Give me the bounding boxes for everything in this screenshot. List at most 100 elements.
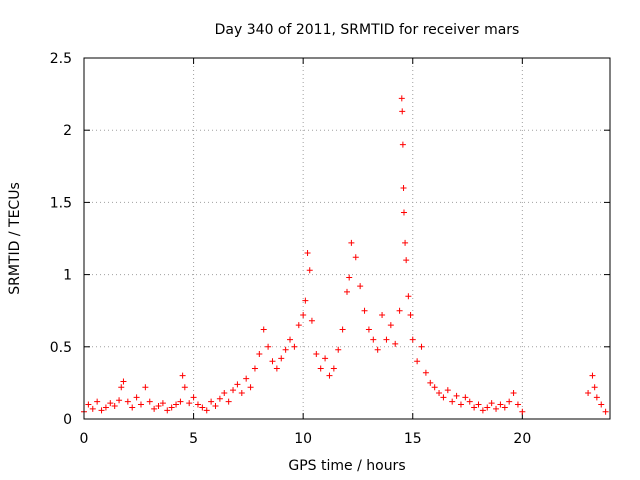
- data-point: [179, 372, 186, 379]
- chart-title: Day 340 of 2011, SRMTID for receiver mar…: [215, 22, 520, 38]
- data-point: [304, 249, 311, 256]
- data-point: [216, 395, 223, 402]
- data-point: [352, 254, 359, 261]
- data-point: [479, 407, 486, 414]
- data-point: [208, 398, 215, 405]
- grid-lines: [84, 58, 610, 419]
- data-point: [348, 239, 355, 246]
- data-point: [133, 394, 140, 401]
- data-point: [269, 358, 276, 365]
- data-point: [409, 336, 416, 343]
- data-point: [306, 267, 313, 274]
- data-point: [414, 358, 421, 365]
- data-point: [440, 394, 447, 401]
- data-point: [427, 379, 434, 386]
- x-tick-label: 15: [404, 431, 422, 447]
- data-point: [118, 384, 125, 391]
- y-axis-label: SRMTID / TECUs: [7, 182, 23, 295]
- data-point: [199, 404, 206, 411]
- data-point: [203, 407, 210, 414]
- data-point: [330, 365, 337, 372]
- data-point: [308, 317, 315, 324]
- data-point: [598, 401, 605, 408]
- data-point: [247, 384, 254, 391]
- data-point: [102, 404, 109, 411]
- data-point: [399, 108, 406, 115]
- data-point: [593, 394, 600, 401]
- data-point: [379, 312, 386, 319]
- data-point: [322, 355, 329, 362]
- data-point: [287, 336, 294, 343]
- x-tick-label: 10: [294, 431, 312, 447]
- data-points: [81, 95, 609, 415]
- axis-ticks: 0 5 10 15 20 0 0.5 1 1.5 2 2.5: [50, 51, 610, 447]
- data-point: [291, 343, 298, 350]
- data-point: [501, 404, 508, 411]
- data-point: [155, 403, 162, 410]
- data-point: [396, 307, 403, 314]
- data-point: [146, 398, 153, 405]
- data-point: [506, 398, 513, 405]
- y-tick-label: 2.5: [50, 51, 72, 67]
- data-point: [383, 336, 390, 343]
- data-point: [387, 322, 394, 329]
- data-point: [278, 355, 285, 362]
- data-point: [374, 346, 381, 353]
- data-point: [256, 351, 263, 358]
- data-point: [159, 400, 166, 407]
- data-point: [418, 343, 425, 350]
- data-point: [471, 404, 478, 411]
- data-point: [422, 369, 429, 376]
- data-point: [403, 257, 410, 264]
- data-point: [129, 404, 136, 411]
- data-point: [589, 372, 596, 379]
- data-point: [120, 378, 127, 385]
- data-point: [357, 283, 364, 290]
- data-point: [107, 400, 114, 407]
- data-point: [497, 401, 504, 408]
- data-point: [313, 351, 320, 358]
- y-tick-label: 0: [63, 412, 72, 428]
- data-point: [98, 407, 105, 414]
- data-point: [265, 343, 272, 350]
- data-point: [251, 365, 258, 372]
- data-point: [449, 398, 456, 405]
- data-point: [142, 384, 149, 391]
- data-point: [225, 398, 232, 405]
- data-point: [346, 274, 353, 281]
- data-point: [260, 326, 267, 333]
- data-point: [94, 398, 101, 405]
- data-point: [194, 401, 201, 408]
- data-point: [493, 405, 500, 412]
- data-point: [466, 398, 473, 405]
- data-point: [431, 384, 438, 391]
- data-point: [230, 387, 237, 394]
- data-point: [234, 381, 241, 388]
- data-point: [124, 398, 131, 405]
- data-point: [365, 326, 372, 333]
- data-point: [344, 288, 350, 295]
- data-point: [326, 372, 333, 379]
- y-tick-label: 0.5: [50, 340, 72, 356]
- data-point: [181, 384, 188, 391]
- data-point: [400, 209, 407, 216]
- y-tick-label: 2: [63, 123, 72, 139]
- data-point: [111, 403, 118, 410]
- data-point: [510, 390, 517, 397]
- data-point: [89, 405, 96, 412]
- data-point: [453, 392, 460, 399]
- data-point: [190, 394, 197, 401]
- data-point: [238, 390, 245, 397]
- data-point: [462, 394, 469, 401]
- data-point: [585, 390, 592, 397]
- data-point: [591, 384, 598, 391]
- data-point: [85, 401, 92, 408]
- data-point: [398, 95, 405, 102]
- data-point: [282, 346, 289, 353]
- data-point: [400, 184, 407, 191]
- y-tick-label: 1.5: [50, 195, 72, 211]
- x-tick-label: 20: [513, 431, 531, 447]
- data-point: [173, 401, 180, 408]
- data-point: [137, 401, 144, 408]
